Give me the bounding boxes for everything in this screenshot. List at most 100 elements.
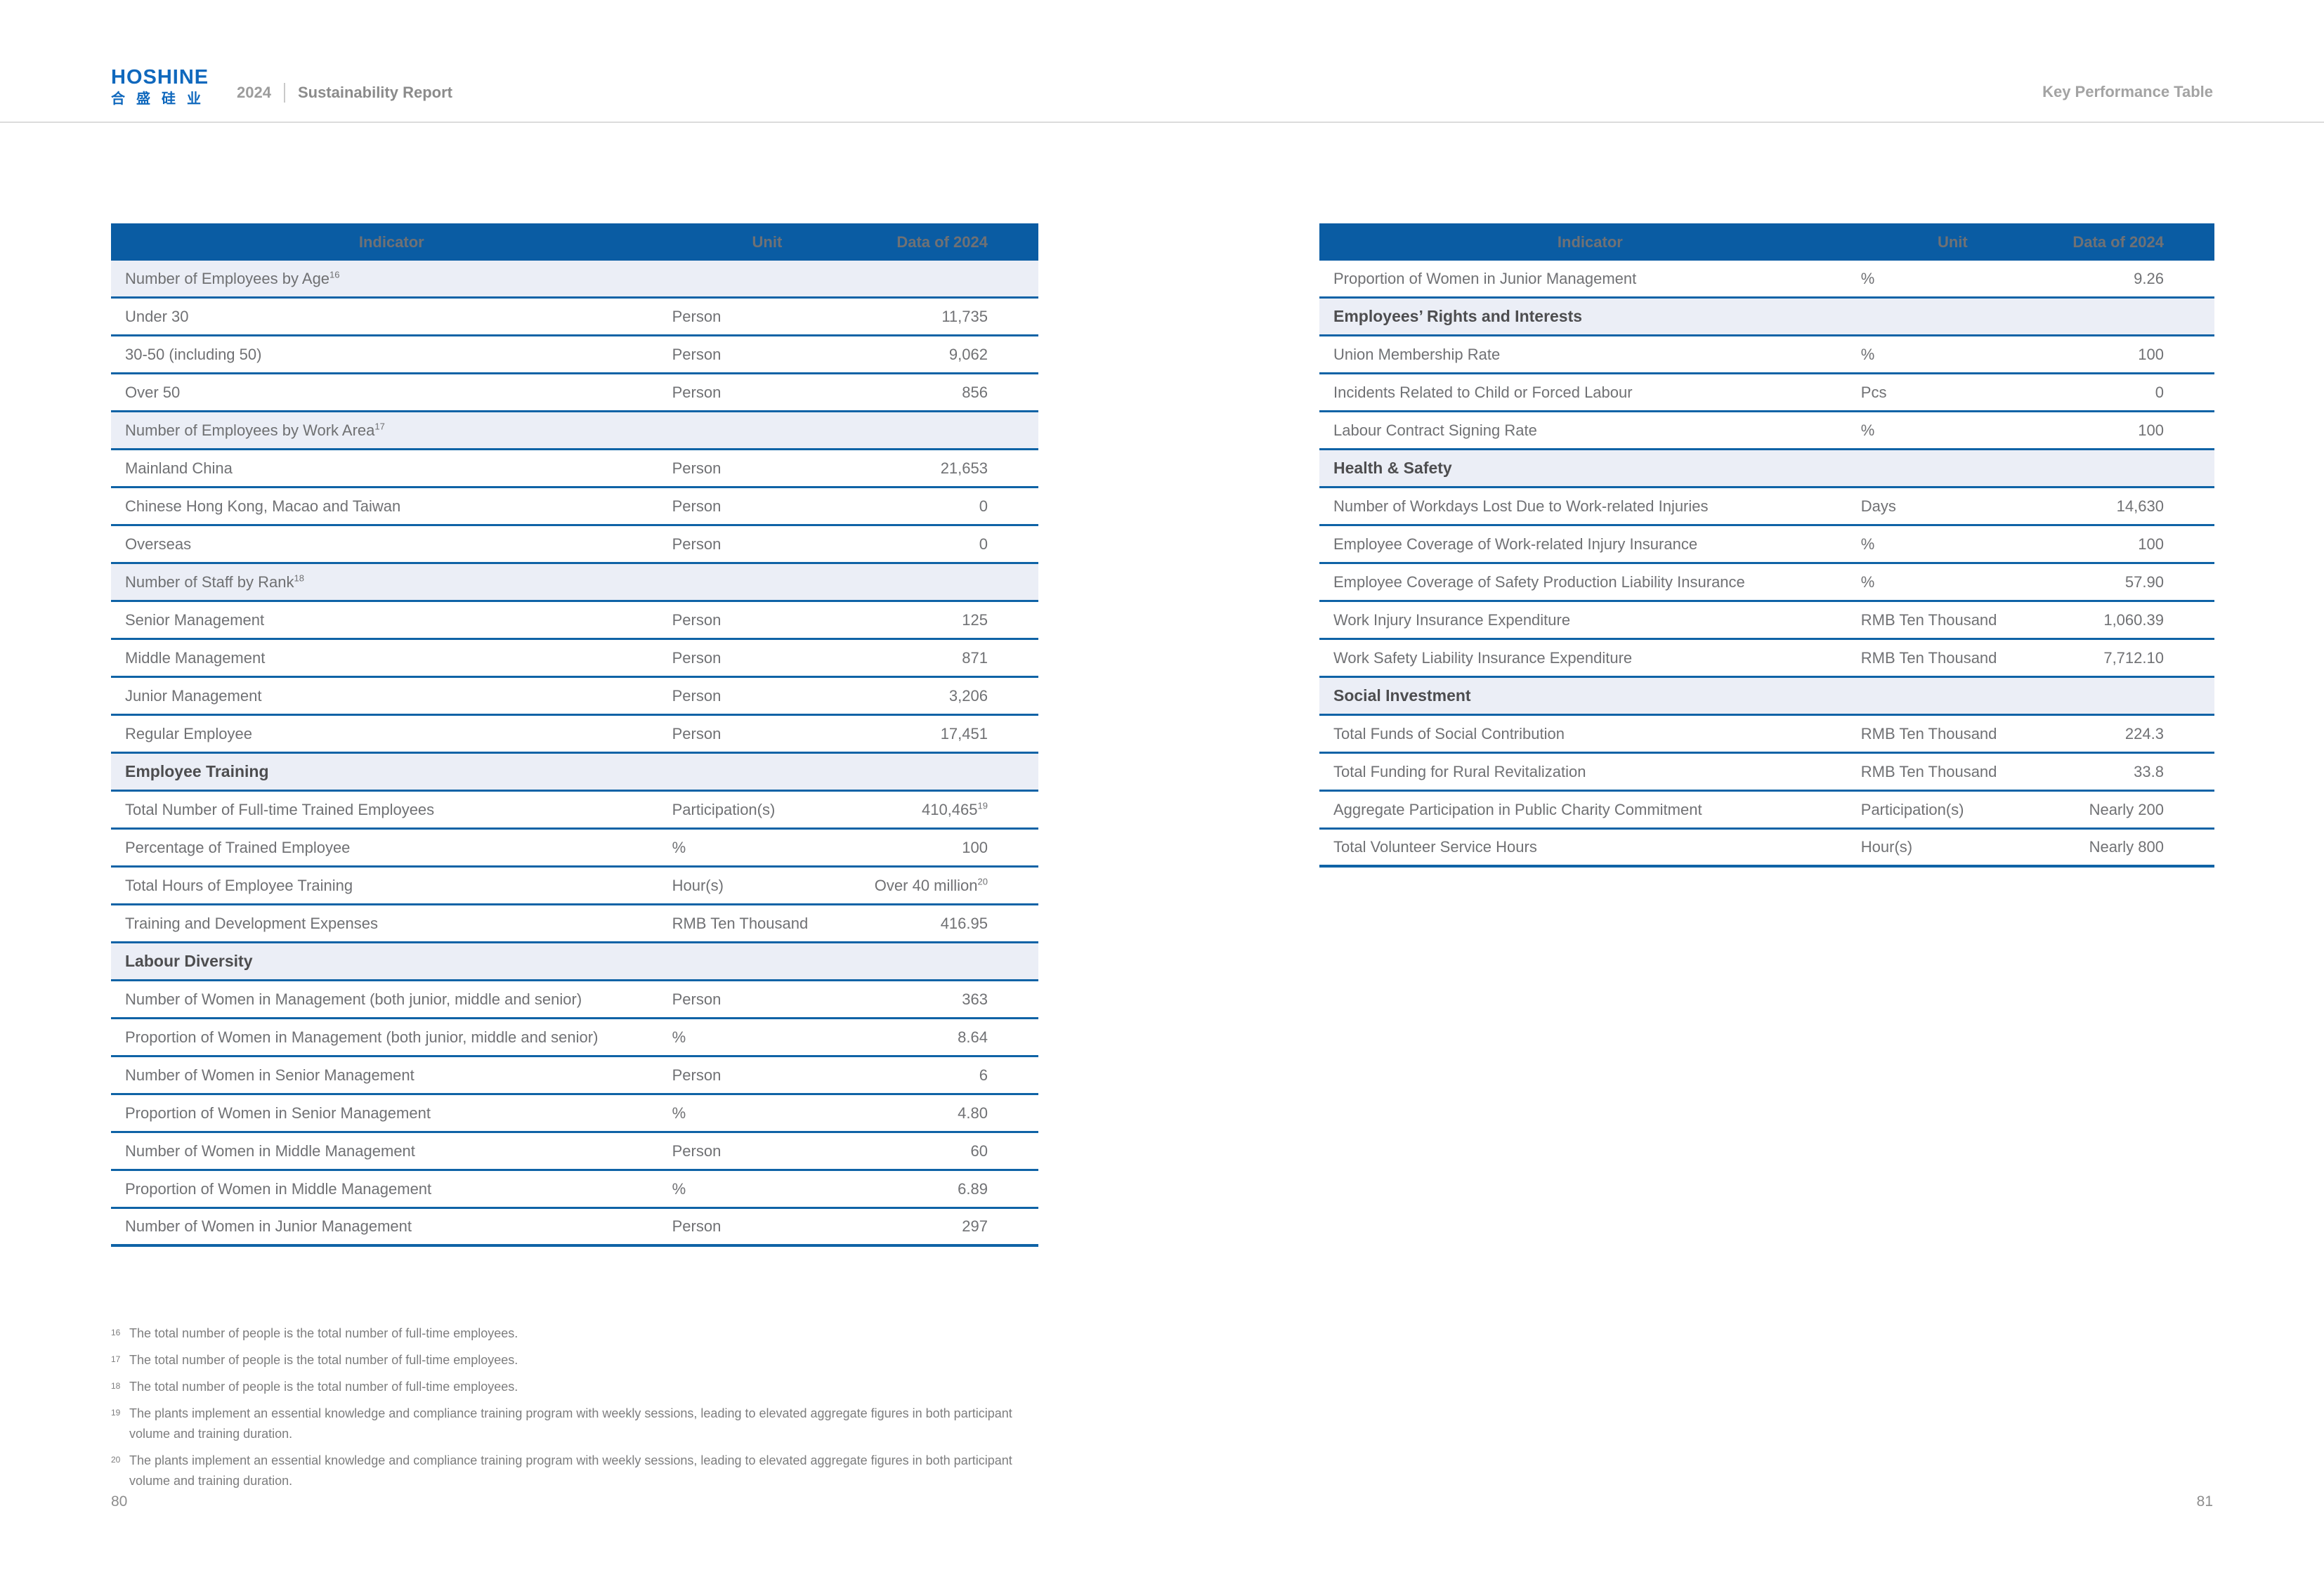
footnote-marker: 18 xyxy=(111,1381,121,1391)
indicator-cell: Proportion of Women in Junior Management xyxy=(1333,269,1637,287)
table-header-row: Indicator Unit Data of 2024 xyxy=(111,223,1038,261)
value-cell: 11,735 xyxy=(941,307,988,325)
value-cell: 363 xyxy=(962,990,988,1008)
indicator-cell: Training and Development Expenses xyxy=(125,914,378,932)
indicator-cell: Labour Contract Signing Rate xyxy=(1333,421,1537,439)
value-cell: 100 xyxy=(962,838,988,856)
value-cell: 856 xyxy=(962,383,988,401)
table-row: Chinese Hong Kong, Macao and Taiwan Perso… xyxy=(111,488,1038,526)
value-cell: 410,46519 xyxy=(921,800,988,818)
unit-cell: % xyxy=(672,1179,686,1198)
unit-cell: Participation(s) xyxy=(672,800,776,818)
value-cell: 0 xyxy=(979,497,988,515)
section-header-row: Social Investment xyxy=(1319,678,2214,716)
unit-cell: % xyxy=(672,1104,686,1122)
value-cell: 125 xyxy=(962,610,988,629)
value-cell: 1,060.39 xyxy=(2103,610,2164,629)
header-cell-data: Data of 2024 xyxy=(896,233,988,251)
indicator-cell: Work Injury Insurance Expenditure xyxy=(1333,610,1571,629)
table-header-row: Indicator Unit Data of 2024 xyxy=(1319,223,2214,261)
table-row: Aggregate Participation in Public Charit… xyxy=(1319,792,2214,830)
section-label: Labour Diversity xyxy=(125,952,253,970)
footnote-text: The plants implement an essential knowle… xyxy=(129,1406,1012,1441)
indicator-cell: Total Funds of Social Contribution xyxy=(1333,724,1565,742)
indicator-cell: Total Volunteer Service Hours xyxy=(1333,838,1537,856)
footnote-marker: 16 xyxy=(111,1328,121,1337)
indicator-cell: Regular Employee xyxy=(125,724,252,742)
logo-wordmark: HOSHINE xyxy=(111,66,209,89)
report-meta: 2024 Sustainability Report xyxy=(237,83,452,103)
table-row: Incidents Related to Child or Forced Lab… xyxy=(1319,374,2214,412)
footnote-marker: 19 xyxy=(111,1408,121,1418)
header-divider-line xyxy=(0,122,2324,123)
indicator-cell: Aggregate Participation in Public Charit… xyxy=(1333,800,1702,818)
superscript-ref: 19 xyxy=(977,800,988,811)
table-row: Senior Management Person 125 xyxy=(111,602,1038,640)
table-row: Middle Management Person 871 xyxy=(111,640,1038,678)
unit-cell: Person xyxy=(672,1141,722,1160)
table-row: Number of Women in Senior Management Pers… xyxy=(111,1057,1038,1095)
value-cell: 9.26 xyxy=(2134,269,2164,287)
footnote-marker: 20 xyxy=(111,1455,121,1465)
table-row: Proportion of Women in Senior Management… xyxy=(111,1095,1038,1133)
meta-divider xyxy=(283,83,285,103)
value-cell: 100 xyxy=(2138,421,2164,439)
subsection-header-row: Number of Employees by Work Area17 xyxy=(111,412,1038,450)
table-row: Total Volunteer Service Hours Hour(s) Near… xyxy=(1319,830,2214,868)
indicator-cell: Number of Women in Middle Management xyxy=(125,1141,415,1160)
unit-cell: Person xyxy=(672,990,722,1008)
unit-cell: Person xyxy=(672,1217,722,1235)
table-row: Over 50 Person 856 xyxy=(111,374,1038,412)
table-row: Total Hours of Employee Training Hour(s) O… xyxy=(111,868,1038,905)
section-header-row: Employee Training xyxy=(111,754,1038,792)
section-label: Number of Staff by Rank18 xyxy=(125,572,304,591)
superscript-ref: 20 xyxy=(977,876,988,887)
indicator-cell: Chinese Hong Kong, Macao and Taiwan xyxy=(125,497,401,515)
value-cell: 8.64 xyxy=(958,1028,988,1046)
unit-cell: RMB Ten Thousand xyxy=(1860,724,1997,742)
table-row: Under 30 Person 11,735 xyxy=(111,299,1038,336)
page-header: HOSHINE 合盛硅业 2024 Sustainability Report … xyxy=(0,0,2324,122)
page-number-right: 81 xyxy=(2196,1493,2213,1510)
unit-cell: RMB Ten Thousand xyxy=(1860,610,1997,629)
footnote-marker: 17 xyxy=(111,1354,121,1364)
value-cell: 7,712.10 xyxy=(2103,648,2164,667)
table-row: Total Funds of Social Contribution RMB Te… xyxy=(1319,716,2214,754)
footnote: 18 The total number of people is the tota… xyxy=(111,1377,1045,1397)
unit-cell: Person xyxy=(672,459,722,477)
table-row: Total Number of Full-time Trained Employ… xyxy=(111,792,1038,830)
section-header-row: Labour Diversity xyxy=(111,943,1038,981)
unit-cell: Participation(s) xyxy=(1860,800,1964,818)
indicator-cell: Proportion of Women in Management (both … xyxy=(125,1028,599,1046)
indicator-cell: Under 30 xyxy=(125,307,189,325)
value-cell: Nearly 200 xyxy=(2089,800,2164,818)
unit-cell: Person xyxy=(672,1066,722,1084)
section-label: Social Investment xyxy=(1333,686,1471,705)
value-cell: 33.8 xyxy=(2134,762,2164,780)
indicator-cell: Mainland China xyxy=(125,459,233,477)
report-title: Sustainability Report xyxy=(297,84,452,101)
value-cell: 297 xyxy=(962,1217,988,1235)
unit-cell: % xyxy=(1860,269,1875,287)
indicator-cell: Union Membership Rate xyxy=(1333,345,1501,363)
table-row: Percentage of Trained Employee% 100 xyxy=(111,830,1038,868)
value-cell: 871 xyxy=(962,648,988,667)
unit-cell: Hour(s) xyxy=(1860,838,1913,856)
unit-cell: Days xyxy=(1860,497,1896,515)
report-year: 2024 xyxy=(237,84,271,101)
footnote-text: The plants implement an essential knowle… xyxy=(129,1453,1012,1488)
value-cell: 0 xyxy=(979,535,988,553)
kpi-table-right: Indicator Unit Data of 2024 Proportion of W… xyxy=(1319,223,2214,868)
unit-cell: Pcs xyxy=(1860,383,1887,401)
indicator-cell: Total Funding for Rural Revitalization xyxy=(1333,762,1586,780)
unit-cell: Person xyxy=(672,648,722,667)
table-row: Training and Development Expenses RMB Ten… xyxy=(111,905,1038,943)
table-row: Mainland China Person 21,653 xyxy=(111,450,1038,488)
header-cell-indicator: Indicator xyxy=(358,233,424,251)
value-cell: 60 xyxy=(970,1141,988,1160)
table-row: Number of Women in Management (both juni… xyxy=(111,981,1038,1019)
unit-cell: % xyxy=(672,838,686,856)
unit-cell: Hour(s) xyxy=(672,876,724,894)
table-row: Proportion of Women in Junior Management… xyxy=(1319,261,2214,299)
table-row: 30-50 (including 50) Person 9,062 xyxy=(111,336,1038,374)
